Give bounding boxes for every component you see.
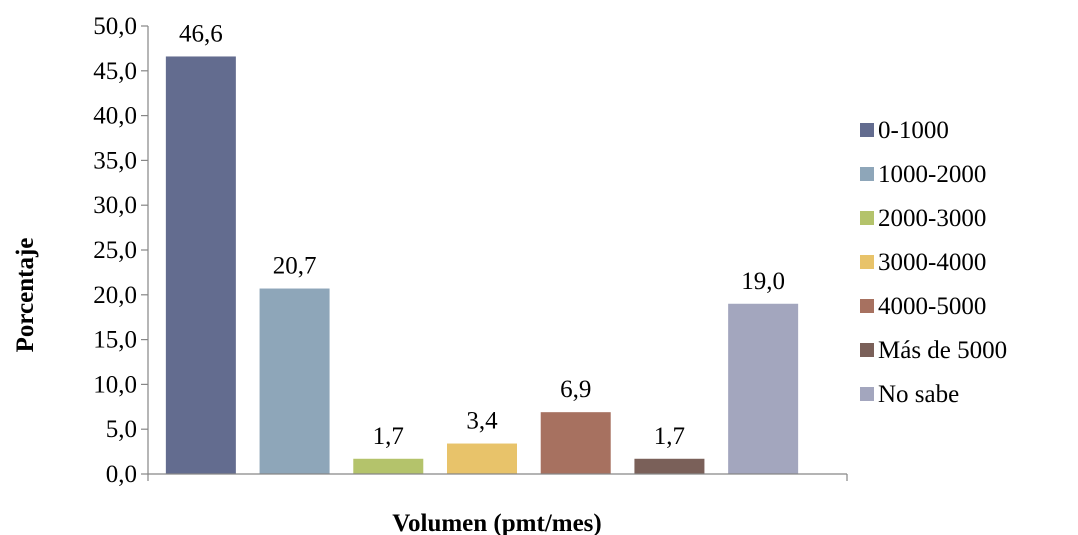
legend-swatch xyxy=(860,211,874,225)
y-tick-label: 15,0 xyxy=(93,327,137,354)
bar xyxy=(728,303,799,474)
y-tick-label: 0,0 xyxy=(106,461,137,488)
bars xyxy=(165,56,799,475)
legend-swatch xyxy=(860,123,874,137)
y-axis: 0,0 5,0 10,0 15,0 20,0 25,0 30,0 35,0 40,0 45,0 50… xyxy=(93,13,149,488)
bar xyxy=(353,458,424,474)
y-tick-label: 5,0 xyxy=(106,416,137,443)
data-label: 19,0 xyxy=(741,268,785,295)
legend-entry: 1000-2000 xyxy=(878,161,986,188)
y-tick-label: 30,0 xyxy=(93,192,137,219)
bar xyxy=(540,412,611,474)
legend-swatch xyxy=(860,343,874,357)
bar xyxy=(634,458,705,474)
data-label: 1,7 xyxy=(373,423,404,450)
legend-entry: No sabe xyxy=(878,381,959,408)
y-tick-label: 20,0 xyxy=(93,282,137,309)
legend-entry: 4000-5000 xyxy=(878,293,986,320)
y-tick-label: 25,0 xyxy=(93,237,137,264)
legend-swatch xyxy=(860,167,874,181)
x-axis xyxy=(147,473,848,481)
bar xyxy=(165,56,236,475)
legend-entry: Más de 5000 xyxy=(878,337,1007,364)
legend: 0-1000 1000-2000 2000-3000 3000-4000 4000-50… xyxy=(860,117,1007,408)
data-labels: 46,6 20,7 1,7 3,4 6,9 1,7 19,0 xyxy=(179,20,785,449)
y-tick-label: 50,0 xyxy=(93,13,137,40)
data-label: 1,7 xyxy=(654,423,685,450)
x-axis-title: Volumen (pmt/mes) xyxy=(392,510,602,535)
bar xyxy=(259,288,330,474)
data-label: 46,6 xyxy=(179,20,223,47)
y-tick-label: 35,0 xyxy=(93,147,137,174)
y-axis-title: Porcentaje xyxy=(12,238,39,353)
data-label: 6,9 xyxy=(560,376,591,403)
legend-entry: 2000-3000 xyxy=(878,205,986,232)
y-tick-label: 45,0 xyxy=(93,58,137,85)
y-tick-label: 40,0 xyxy=(93,103,137,130)
legend-entry: 0-1000 xyxy=(878,117,949,144)
legend-entry: 3000-4000 xyxy=(878,249,986,276)
legend-swatch xyxy=(860,299,874,313)
legend-swatch xyxy=(860,387,874,401)
y-tick-label: 10,0 xyxy=(93,371,137,398)
legend-swatch xyxy=(860,255,874,269)
bar xyxy=(447,443,517,474)
data-label: 20,7 xyxy=(273,253,317,280)
data-label: 3,4 xyxy=(466,408,498,435)
